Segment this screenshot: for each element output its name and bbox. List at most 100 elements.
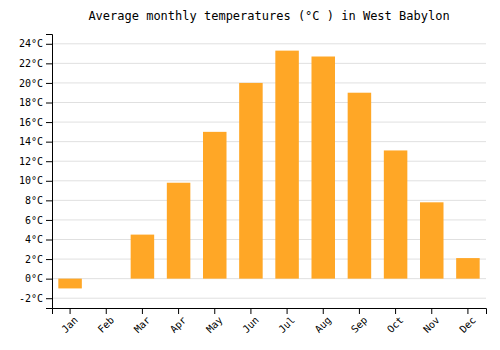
bar (311, 57, 335, 279)
tick-label: 18°C (19, 97, 43, 108)
tick-mark (46, 181, 52, 182)
tick-label: -2°C (19, 293, 43, 304)
tick-label: Oct (385, 314, 406, 335)
tick-mark (46, 200, 52, 201)
tick-label: Aug (313, 314, 334, 335)
grid-line (52, 161, 486, 162)
tick-label: 2°C (25, 254, 43, 265)
tick-mark (46, 279, 52, 280)
grid (52, 44, 486, 298)
grid-line (52, 43, 486, 44)
tick-mark (142, 308, 143, 314)
bar (384, 150, 408, 278)
tick-label: May (204, 314, 225, 335)
tick-mark (46, 220, 52, 221)
tick-mark (359, 308, 360, 314)
tick: May (204, 308, 225, 335)
grid-line (52, 102, 486, 103)
tick: Feb (96, 308, 117, 335)
tick-mark (46, 259, 52, 260)
tick-mark (46, 240, 52, 241)
tick-mark (46, 83, 52, 84)
tick: 0°C (25, 273, 52, 284)
tick: Aug (313, 308, 334, 335)
tick-mark (323, 308, 324, 314)
tick-mark (178, 308, 179, 314)
tick: 14°C (19, 136, 52, 147)
tick-label: 16°C (19, 117, 43, 128)
tick-mark (250, 308, 251, 314)
tick-mark (395, 308, 396, 314)
grid-line (52, 180, 486, 181)
tick-label: 22°C (19, 58, 43, 69)
grid-line (52, 200, 486, 201)
tick: Jul (276, 308, 297, 335)
tick: Jan (59, 308, 80, 335)
grid-line (52, 141, 486, 142)
tick: Nov (421, 308, 442, 335)
bar (420, 202, 444, 278)
tick: 6°C (25, 215, 52, 226)
tick-mark (46, 44, 52, 45)
tick-label: Nov (421, 314, 442, 335)
tick-mark (46, 298, 52, 299)
tick-label: 4°C (25, 234, 43, 245)
grid-line (52, 63, 486, 64)
tick: 18°C (19, 97, 52, 108)
tick-label: 8°C (25, 195, 43, 206)
tick-label: 0°C (25, 273, 43, 284)
tick-label: 14°C (19, 136, 43, 147)
axis-line (53, 309, 487, 315)
tick: 24°C (19, 38, 52, 49)
tick-label: 20°C (19, 78, 43, 89)
tick: 16°C (19, 117, 52, 128)
plot: -2°C 0°C 2°C 4°C 6°C 8°C 10°C 12°C 14°C 16°C 18°C 2… (19, 35, 487, 335)
tick: 22°C (19, 58, 52, 69)
tick-label: Feb (96, 314, 117, 335)
tick-label: Mar (132, 314, 153, 335)
tick-label: 6°C (25, 215, 43, 226)
tick-label: Jul (276, 314, 297, 335)
tick: Mar (132, 308, 153, 335)
bar (58, 279, 82, 289)
tick: Dec (457, 308, 478, 335)
tick: Oct (385, 308, 406, 335)
tick-label: 10°C (19, 175, 43, 186)
chart: -2°C 0°C 2°C 4°C 6°C 8°C 10°C 12°C 14°C 16°C 18°C 2… (0, 0, 500, 350)
tick: 12°C (19, 156, 52, 167)
tick: 10°C (19, 175, 52, 186)
grid-line (52, 298, 486, 299)
bar (131, 235, 155, 279)
tick: 2°C (25, 254, 52, 265)
tick-mark (214, 308, 215, 314)
tick-label: 12°C (19, 156, 43, 167)
tick-label: Dec (457, 314, 478, 335)
tick-mark (46, 103, 52, 104)
tick-mark (46, 63, 52, 64)
bar (348, 93, 372, 279)
tick: Apr (168, 308, 189, 335)
title: Average monthly temperatures (°C ) in We… (88, 9, 449, 23)
tick: Jun (240, 308, 261, 335)
tick: 20°C (19, 78, 52, 89)
bar (203, 132, 227, 279)
tick-mark (46, 161, 52, 162)
tick-mark (46, 122, 52, 123)
tick-label: 24°C (19, 38, 43, 49)
bar (275, 51, 299, 279)
grid-line (52, 122, 486, 123)
tick-mark (70, 308, 71, 314)
tick-mark (46, 142, 52, 143)
tick: -2°C (19, 293, 52, 304)
bar (94, 278, 118, 279)
axis-line (46, 35, 53, 309)
tick-mark (287, 308, 288, 314)
tick: 8°C (25, 195, 52, 206)
bars (58, 51, 479, 289)
tick: 4°C (25, 234, 52, 245)
y-axis: -2°C 0°C 2°C 4°C 6°C 8°C 10°C 12°C 14°C 16°C 18°C 2… (19, 35, 53, 309)
bar (456, 258, 480, 279)
x-axis: Jan Feb Mar Apr May Jun Jul Aug Sep Oct Nov Dec (53, 308, 487, 335)
bar (167, 183, 191, 279)
tick: Sep (349, 308, 370, 335)
